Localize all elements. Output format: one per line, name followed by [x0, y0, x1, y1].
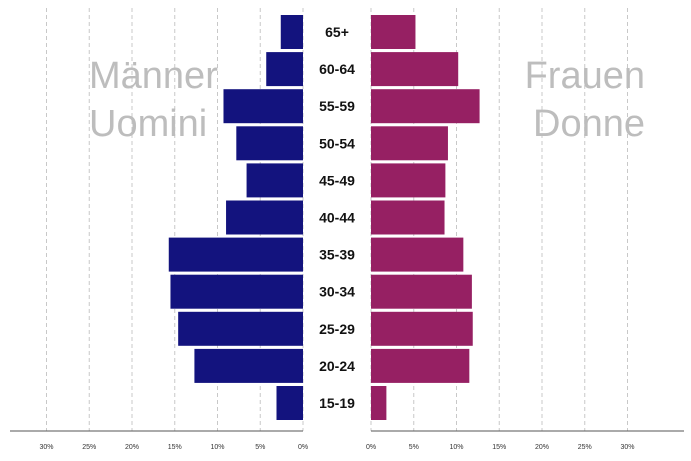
- tick-label-left-0: 0%: [298, 444, 308, 451]
- tick-label-left-15: 15%: [168, 444, 182, 451]
- tick-label-right-5: 5%: [409, 444, 419, 451]
- category-label-55-59: 55-59: [319, 98, 355, 114]
- category-label-50-54: 50-54: [319, 135, 355, 151]
- bar-left-55-59: [223, 89, 303, 124]
- side-titles: Männer Uomini Frauen Donne: [89, 55, 645, 145]
- legend-right-line-2: Donne: [533, 103, 645, 145]
- tick-label-right-20: 20%: [535, 444, 549, 451]
- bars: [168, 15, 480, 420]
- bar-right-15-19: [371, 386, 387, 420]
- bar-right-45-49: [371, 163, 446, 198]
- tick-label-left-30: 30%: [39, 444, 53, 451]
- bar-left-15-19: [276, 386, 303, 420]
- tick-label-right-25: 25%: [578, 444, 592, 451]
- bar-right-55-59: [371, 89, 480, 124]
- tick-label-right-30: 30%: [620, 444, 634, 451]
- bar-right-60-64: [371, 52, 459, 87]
- category-label-30-34: 30-34: [319, 284, 355, 300]
- category-label-35-39: 35-39: [319, 247, 355, 263]
- bar-right-35-39: [371, 237, 464, 272]
- tick-label-right-0: 0%: [366, 444, 376, 451]
- bar-right-25-29: [371, 311, 473, 346]
- bar-left-30-34: [170, 274, 303, 309]
- bar-left-45-49: [246, 163, 303, 198]
- category-label-45-49: 45-49: [319, 172, 355, 188]
- tick-label-left-20: 20%: [125, 444, 139, 451]
- bar-left-65+: [280, 15, 303, 49]
- tick-label-left-10: 10%: [210, 444, 224, 451]
- bar-right-20-24: [371, 348, 470, 383]
- legend-left-line-1: Männer: [89, 55, 218, 97]
- tick-label-left-25: 25%: [82, 444, 96, 451]
- category-label-65+: 65+: [325, 24, 349, 40]
- tick-label-right-15: 15%: [492, 444, 506, 451]
- category-label-40-44: 40-44: [319, 210, 355, 226]
- legend-left-line-2: Uomini: [89, 103, 207, 145]
- x-axis: 0% 0% 5% 5% 10% 10% 15% 15% 20% 20% 25% 25% 30% 30%: [10, 430, 684, 451]
- category-label-60-64: 60-64: [319, 61, 355, 77]
- bar-left-25-29: [178, 311, 303, 346]
- bar-right-50-54: [371, 126, 448, 161]
- bar-left-40-44: [226, 200, 303, 235]
- age-group-labels: 65+ 60-64 55-59 50-54 45-49 40-44 35-39 30-34 25…: [319, 24, 355, 411]
- category-label-25-29: 25-29: [319, 321, 355, 337]
- tick-label-left-5: 5%: [255, 444, 265, 451]
- bar-right-40-44: [371, 200, 445, 235]
- category-label-20-24: 20-24: [319, 358, 355, 374]
- tick-label-right-10: 10%: [449, 444, 463, 451]
- bar-left-35-39: [168, 237, 303, 272]
- legend-right-line-1: Frauen: [525, 55, 645, 97]
- bar-left-20-24: [194, 348, 303, 383]
- bar-left-50-54: [236, 126, 303, 161]
- bar-right-65+: [371, 15, 416, 49]
- bar-left-60-64: [266, 52, 303, 87]
- bar-right-30-34: [371, 274, 472, 309]
- category-label-15-19: 15-19: [319, 395, 355, 411]
